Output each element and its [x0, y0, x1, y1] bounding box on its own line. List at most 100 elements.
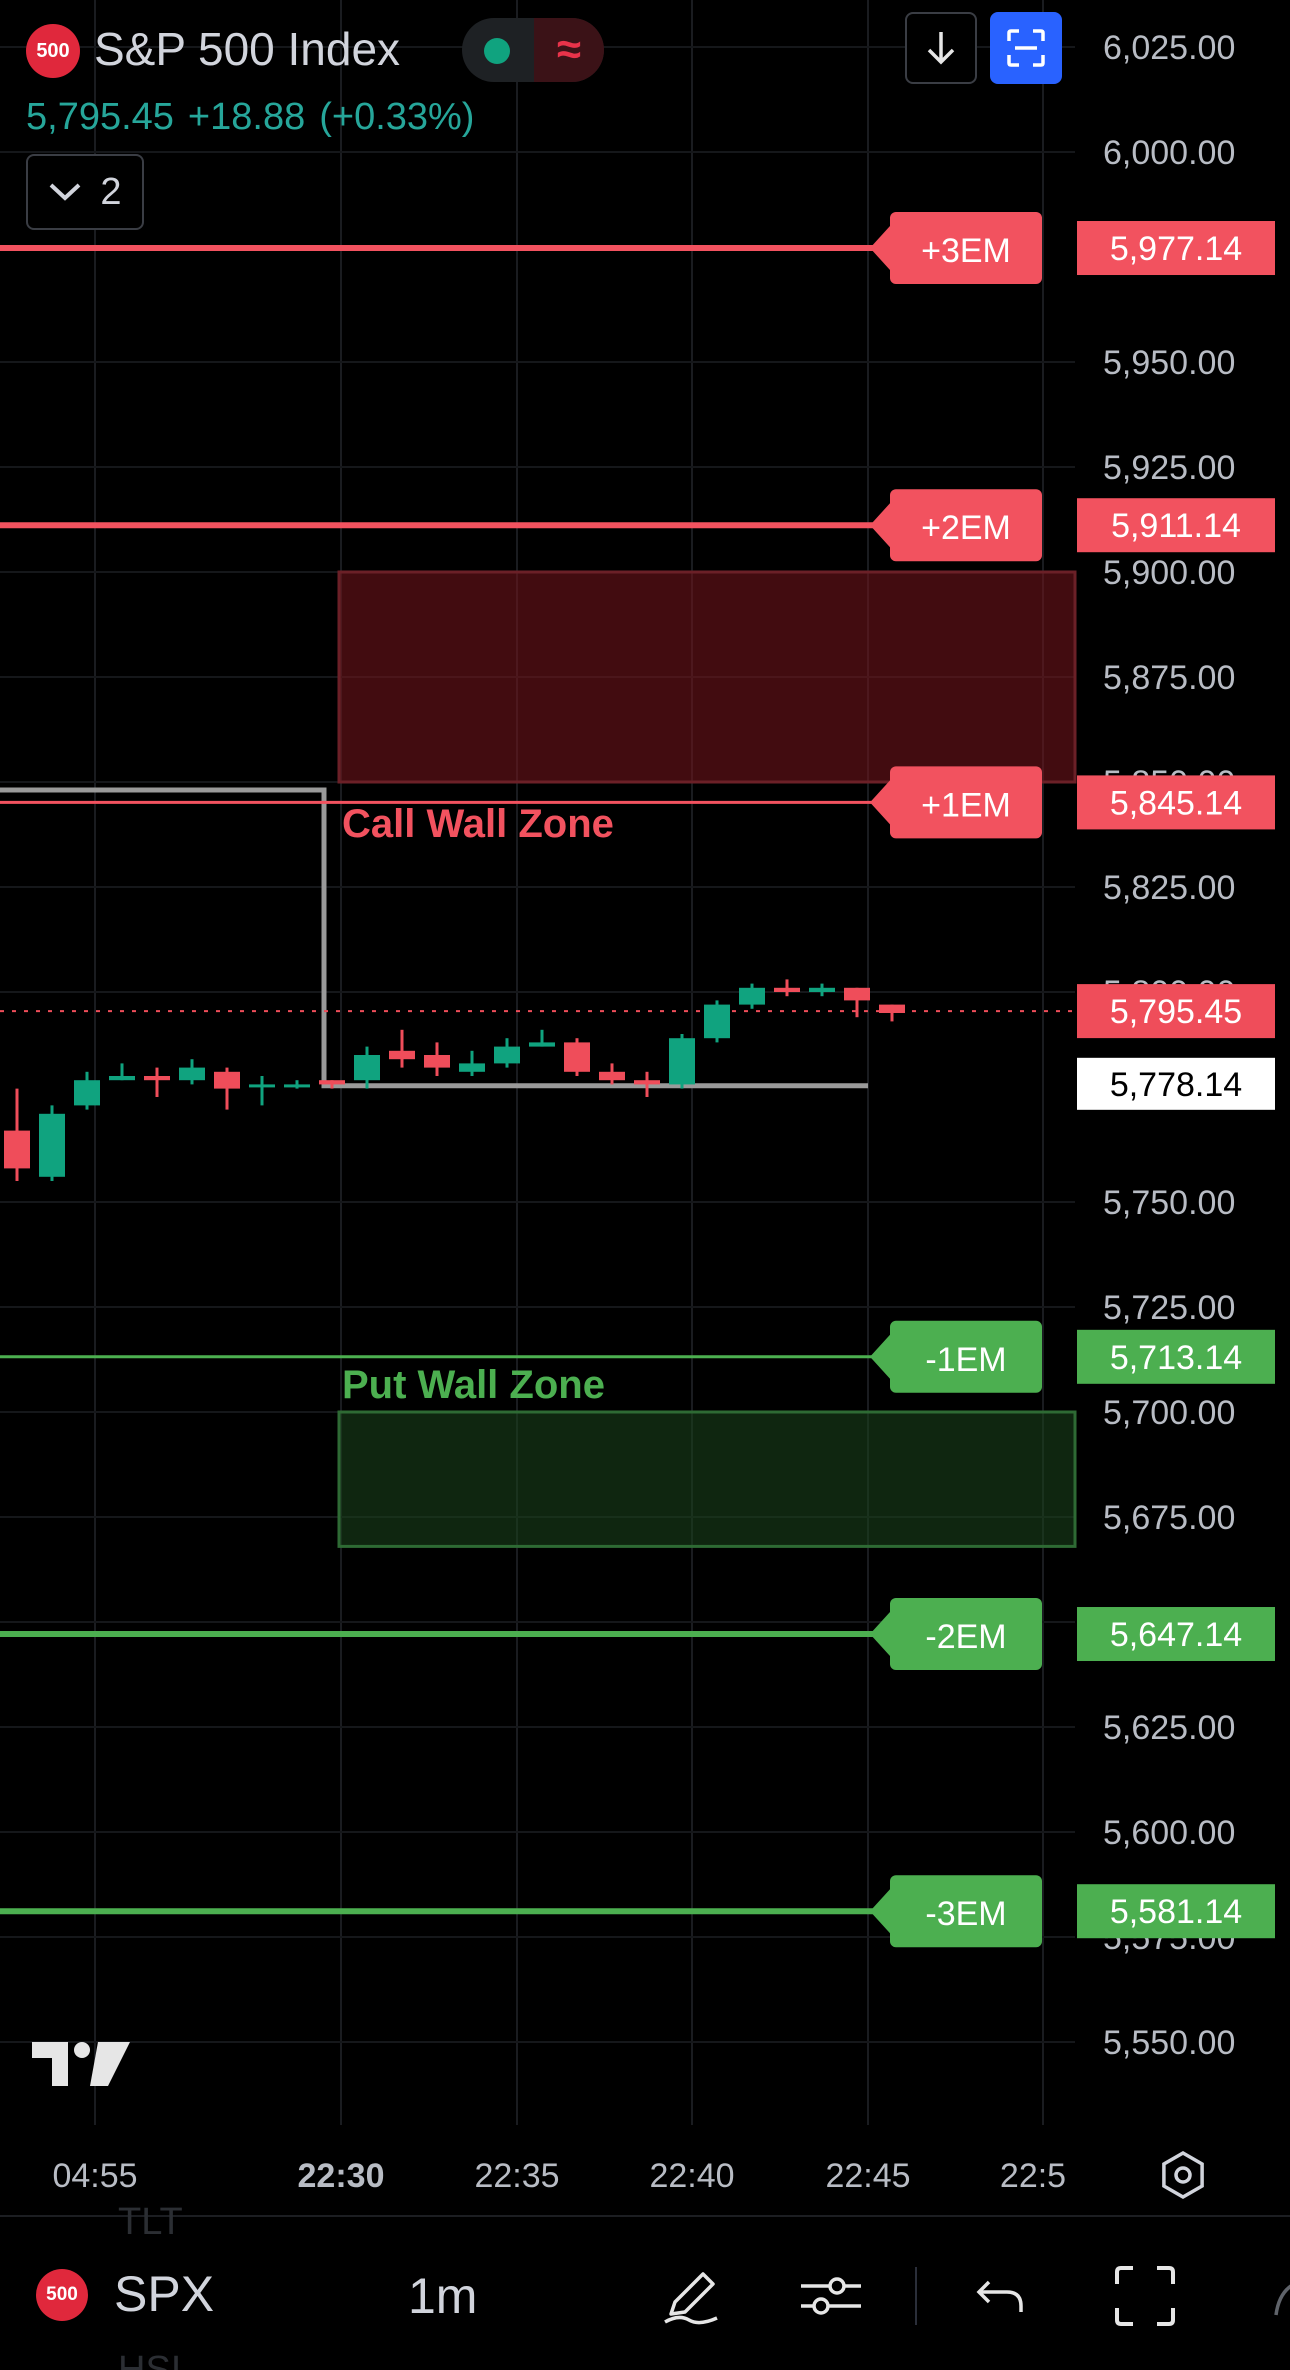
price-axis-tick: 5,725.00 — [1103, 1289, 1235, 1327]
expand-button[interactable] — [1110, 2261, 1180, 2331]
bottom-toolbar: TLT HSI 500 SPX 1m — [0, 2201, 1290, 2370]
download-button[interactable] — [905, 12, 977, 84]
em-tag — [890, 489, 1042, 562]
hexagon-settings-icon[interactable] — [1162, 2150, 1204, 2200]
drawing-tools-button[interactable] — [656, 2261, 726, 2331]
em-tag — [890, 212, 1042, 285]
em-tag-label: -2EM — [925, 1618, 1006, 1656]
candle-body — [144, 1076, 170, 1081]
candle-body — [74, 1080, 100, 1106]
em-tag-arrow-icon — [870, 1612, 890, 1657]
em-tag-label: -1EM — [925, 1341, 1006, 1379]
candle-body — [844, 987, 870, 1001]
sliders-icon — [801, 2277, 861, 2315]
price-axis-label — [1077, 498, 1275, 553]
candle-body — [809, 987, 835, 992]
call-wall-zone — [337, 570, 1077, 784]
em-tag — [890, 1875, 1042, 1948]
price-axis-tick: 5,875.00 — [1103, 659, 1235, 697]
chevron-down-icon — [50, 183, 81, 201]
indicators-collapse-button[interactable]: 2 — [26, 154, 144, 230]
candle-body — [249, 1084, 275, 1088]
undo-icon — [976, 2280, 1023, 2312]
price-axis-tick: 6,025.00 — [1103, 29, 1235, 67]
price-axis-tick: 5,550.00 — [1103, 2024, 1235, 2062]
time-axis-tick: 04:55 — [52, 2157, 137, 2195]
candle-body — [494, 1046, 520, 1064]
pen-icon — [664, 2272, 718, 2325]
fullscreen-button[interactable] — [990, 12, 1062, 84]
candle-body — [319, 1080, 345, 1085]
call-wall-zone-label: Call Wall Zone — [342, 802, 614, 846]
indicators-settings-button[interactable] — [796, 2261, 866, 2331]
price-axis-label — [1077, 775, 1275, 830]
undo-button[interactable] — [966, 2261, 1036, 2331]
candle-body — [389, 1050, 415, 1060]
candle-body — [424, 1055, 450, 1068]
price-change: +18.88 — [187, 96, 306, 138]
time-axis-tick: 22:5 — [1000, 2157, 1066, 2195]
candle-body — [214, 1071, 240, 1089]
candle-body — [529, 1042, 555, 1047]
em-tag — [890, 766, 1042, 839]
price-axis-label — [1077, 1607, 1275, 1662]
price-chart[interactable]: Call Wall Zone Put Wall Zone +3EM +2EM +1EM -… — [0, 0, 1290, 2210]
price-axis-label-text: 5,977.14 — [1110, 230, 1242, 268]
candle-body — [879, 1004, 905, 1013]
candle-body — [669, 1038, 695, 1085]
time-axis-tick: 22:45 — [825, 2157, 910, 2195]
em-tag-arrow-icon — [870, 226, 890, 271]
symbol-title[interactable]: S&P 500 Index — [94, 23, 401, 75]
price-axis-tick: 5,750.00 — [1103, 1184, 1235, 1222]
opening-range-box — [0, 787, 868, 1089]
price-summary: 5,795.45 +18.88 (+0.33%) — [26, 96, 488, 139]
price-axis-tick: 5,950.00 — [1103, 344, 1235, 382]
candle-body — [739, 987, 765, 1005]
candle-body — [459, 1063, 485, 1072]
candle-body — [284, 1084, 310, 1088]
reference-price-badge-text: 5,778.14 — [1110, 1066, 1242, 1104]
time-axis-tick: 22:30 — [298, 2157, 385, 2195]
put-wall-zone-label: Put Wall Zone — [342, 1363, 605, 1407]
price-axis-tick: 5,825.00 — [1103, 869, 1235, 907]
hexagon-settings-icon-center — [1174, 2166, 1192, 2184]
price-axis-tick: 5,600.00 — [1103, 1814, 1235, 1852]
time-axis-tick: 22:40 — [649, 2157, 734, 2195]
candle-body — [774, 987, 800, 992]
em-tag-arrow-icon — [870, 780, 890, 825]
em-tag — [890, 1598, 1042, 1671]
price-axis-tick: 5,700.00 — [1103, 1394, 1235, 1432]
em-tag-label: -3EM — [925, 1895, 1006, 1933]
tradingview-logo-icon[interactable] — [32, 2036, 130, 2092]
market-status-pill[interactable]: ≈ — [462, 18, 604, 82]
symbol-ghost-text: HSI — [118, 2349, 182, 2370]
em-tag-label: +1EM — [921, 786, 1011, 824]
arrow-down-icon — [927, 32, 955, 65]
price-axis-tick: 5,900.00 — [1103, 554, 1235, 592]
price-axis-label — [1077, 221, 1275, 276]
candle-body — [109, 1076, 135, 1081]
time-axis-tick: 22:35 — [474, 2157, 559, 2195]
symbol-selector[interactable]: SPX — [114, 2266, 215, 2322]
more-tools-indicator[interactable] — [1268, 2265, 1290, 2325]
price-axis-tick: 6,000.00 — [1103, 134, 1235, 172]
symbol-ghost-text: TLT — [118, 2201, 183, 2243]
market-open-dot-icon — [484, 38, 510, 64]
candle-body — [4, 1130, 30, 1169]
indicator-count: 2 — [100, 170, 122, 213]
price-axis-tick: 5,675.00 — [1103, 1499, 1235, 1537]
candle-body — [39, 1113, 65, 1177]
put-wall-zone — [337, 1410, 1077, 1548]
last-price-badge-text: 5,795.45 — [1110, 993, 1242, 1031]
price-axis-label — [1077, 1884, 1275, 1939]
price-axis-label-text: 5,845.14 — [1110, 784, 1242, 822]
price-axis-tick: 5,625.00 — [1103, 1709, 1235, 1747]
last-price: 5,795.45 — [26, 96, 174, 138]
candle-body — [704, 1004, 730, 1039]
candle-body — [354, 1055, 380, 1081]
interval-selector[interactable]: 1m — [408, 2268, 478, 2324]
symbol-logo-badge[interactable]: 500 — [36, 2269, 88, 2321]
em-tag-arrow-icon — [870, 1889, 890, 1934]
em-tag-arrow-icon — [870, 503, 890, 548]
price-axis-label — [1077, 1329, 1275, 1384]
